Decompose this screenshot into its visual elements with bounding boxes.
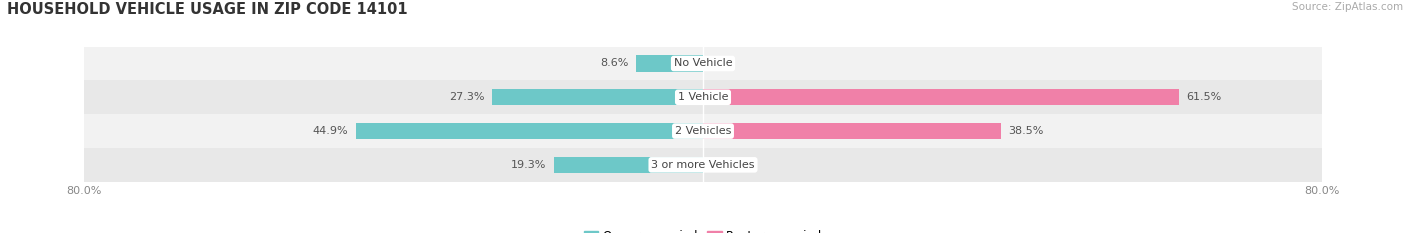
Bar — [703, 89, 1178, 105]
Bar — [84, 80, 1322, 114]
Bar — [637, 55, 703, 72]
Bar — [84, 47, 1322, 80]
Text: 19.3%: 19.3% — [510, 160, 546, 170]
Text: 27.3%: 27.3% — [449, 92, 484, 102]
Text: 44.9%: 44.9% — [312, 126, 349, 136]
Text: Source: ZipAtlas.com: Source: ZipAtlas.com — [1292, 2, 1403, 12]
Text: No Vehicle: No Vehicle — [673, 58, 733, 69]
Text: 1 Vehicle: 1 Vehicle — [678, 92, 728, 102]
Text: 3 or more Vehicles: 3 or more Vehicles — [651, 160, 755, 170]
Bar — [356, 123, 703, 139]
Text: 38.5%: 38.5% — [1008, 126, 1043, 136]
Bar — [84, 148, 1322, 182]
Bar — [84, 114, 1322, 148]
Text: 61.5%: 61.5% — [1187, 92, 1222, 102]
Bar — [554, 157, 703, 173]
Text: 2 Vehicles: 2 Vehicles — [675, 126, 731, 136]
Text: HOUSEHOLD VEHICLE USAGE IN ZIP CODE 14101: HOUSEHOLD VEHICLE USAGE IN ZIP CODE 1410… — [7, 2, 408, 17]
Bar — [492, 89, 703, 105]
Legend: Owner-occupied, Renter-occupied: Owner-occupied, Renter-occupied — [579, 226, 827, 233]
Text: 8.6%: 8.6% — [600, 58, 628, 69]
Bar — [703, 123, 1001, 139]
